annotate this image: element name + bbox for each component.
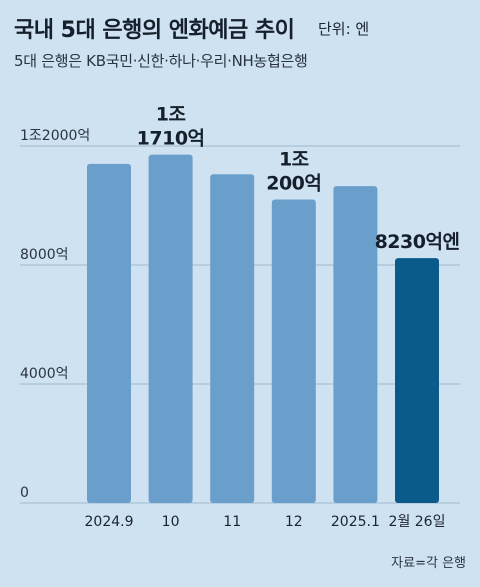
x-tick-label: 2월 26일 [389,514,446,530]
data-label: 8230억엔 [375,231,460,253]
bar [210,174,255,503]
x-tick-label: 2024.9 [85,514,134,530]
y-tick-label: 1조2000억 [20,128,90,144]
x-tick-label: 2025.1 [331,514,380,530]
y-tick-label: 0 [20,485,29,501]
data-label: 1조 [156,104,186,126]
y-tick-label: 4000억 [20,366,69,382]
chart-subtitle: 5대 은행은 KB국민·신한·하나·우리·NH농협은행 [14,52,308,70]
data-label: 200억 [266,173,321,195]
y-tick-label: 8000억 [20,247,69,263]
bar [148,154,193,503]
data-label: 1조 [279,149,309,171]
x-tick-label: 12 [285,514,303,530]
unit-label: 단위: 엔 [318,20,370,38]
bar [333,186,378,503]
bar [395,258,439,503]
source-note: 자료=각 은행 [391,556,466,571]
x-tick-label: 11 [223,514,241,530]
chart-title: 국내 5대 은행의 엔화예금 추이 [14,18,295,43]
data-label: 1710억 [137,128,205,150]
bar [87,163,131,503]
x-tick-label: 10 [162,514,180,530]
bar [271,199,316,504]
